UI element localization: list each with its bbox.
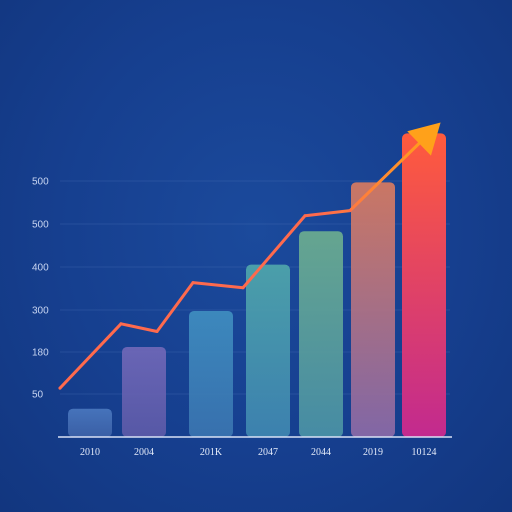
y-tick-label: 500 xyxy=(32,177,49,188)
y-tick-label: 500 xyxy=(32,220,49,231)
y-tick-label: 400 xyxy=(32,263,49,274)
bars xyxy=(68,133,446,437)
bar xyxy=(68,408,112,437)
trend-point xyxy=(119,322,123,326)
bar xyxy=(122,346,166,437)
trend-arrowhead xyxy=(407,122,441,156)
y-tick-label: 50 xyxy=(32,390,44,401)
bar xyxy=(402,133,446,437)
trend-polyline xyxy=(58,129,434,390)
bar xyxy=(246,264,290,437)
trend-point xyxy=(303,214,307,218)
x-tick-label: 201K xyxy=(200,447,223,458)
trend-point xyxy=(58,386,62,390)
bar xyxy=(351,182,395,437)
x-tick-label: 2047 xyxy=(258,447,278,458)
trend-line xyxy=(58,122,441,390)
y-tick-label: 180 xyxy=(32,348,49,359)
x-axis-ticks: 2010 2004 201K 2047 2044 2019 10124 xyxy=(80,447,437,458)
x-tick-label: 2010 xyxy=(80,447,100,458)
x-tick-label: 2004 xyxy=(134,447,154,458)
x-tick-label: 10124 xyxy=(412,447,437,458)
x-tick-label: 2019 xyxy=(363,447,383,458)
trend-point xyxy=(348,209,352,213)
y-tick-label: 300 xyxy=(32,306,49,317)
bar xyxy=(189,310,233,437)
y-axis-ticks: 500 500 400 300 180 50 xyxy=(32,177,49,401)
trend-point xyxy=(155,330,159,334)
x-tick-label: 2044 xyxy=(311,447,331,458)
trend-point xyxy=(241,286,245,290)
bar xyxy=(299,231,343,437)
trend-point xyxy=(191,281,195,285)
